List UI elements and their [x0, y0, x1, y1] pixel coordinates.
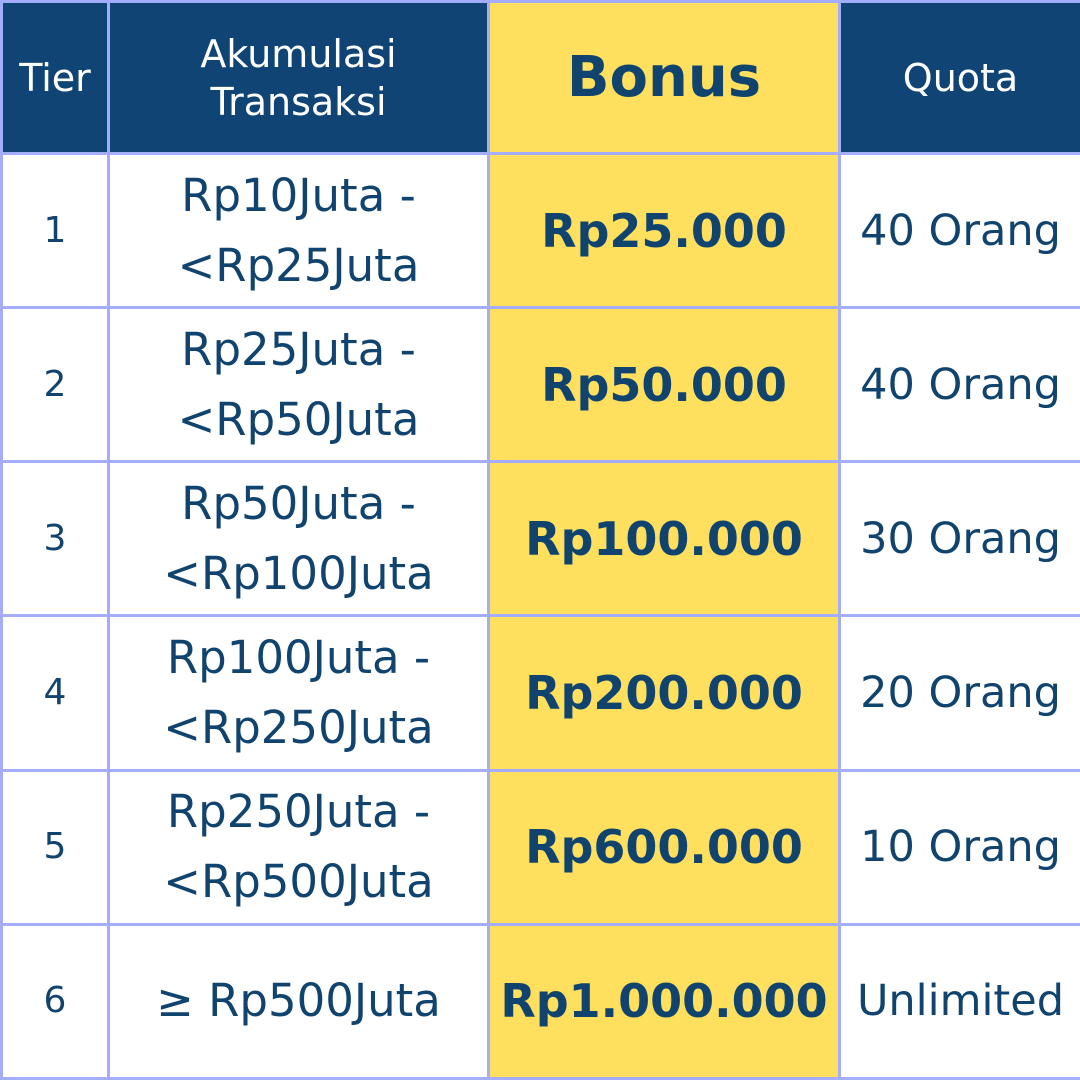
bonus-cell: Rp100.000	[487, 460, 841, 618]
range-cell: Rp25Juta - <Rp50Juta	[107, 306, 490, 464]
header-row: Tier Akumulasi Transaksi Bonus Quota	[0, 0, 1080, 155]
header-akumulasi-line2: Transaksi	[210, 79, 387, 124]
quota-cell: 10 Orang	[838, 768, 1080, 926]
range-cell: ≥ Rp500Juta	[107, 922, 490, 1080]
quota-cell: 40 Orang	[838, 306, 1080, 464]
range-line1: Rp50Juta -	[181, 476, 416, 530]
table-row: 6 ≥ Rp500Juta Rp1.000.000 Unlimited	[0, 922, 1080, 1080]
range-cell: Rp50Juta - <Rp100Juta	[107, 460, 490, 618]
range-cell: Rp10Juta - <Rp25Juta	[107, 151, 490, 310]
header-akumulasi-line1: Akumulasi	[200, 31, 397, 76]
range-line1: Rp250Juta -	[166, 785, 431, 839]
quota-cell: 40 Orang	[838, 151, 1080, 310]
table-row: 2 Rp25Juta - <Rp50Juta Rp50.000 40 Orang	[0, 306, 1080, 464]
range-cell: Rp100Juta - <Rp250Juta	[107, 614, 490, 772]
quota-cell: 20 Orang	[838, 614, 1080, 772]
header-quota: Quota	[838, 0, 1080, 155]
tier-cell: 5	[0, 768, 110, 926]
quota-cell: 30 Orang	[838, 460, 1080, 618]
header-tier: Tier	[0, 0, 110, 155]
tier-cell: 2	[0, 306, 110, 464]
quota-cell: Unlimited	[838, 922, 1080, 1080]
header-akumulasi: Akumulasi Transaksi	[107, 0, 490, 155]
table-row: 3 Rp50Juta - <Rp100Juta Rp100.000 30 Oran…	[0, 460, 1080, 618]
tier-cell: 3	[0, 460, 110, 618]
range-line1: Rp100Juta -	[166, 631, 431, 685]
range-line1: Rp10Juta -	[181, 168, 416, 222]
tier-cell: 4	[0, 614, 110, 772]
bonus-cell: Rp200.000	[487, 614, 841, 772]
range-line1: ≥ Rp500Juta	[156, 974, 441, 1028]
bonus-cell: Rp1.000.000	[487, 922, 841, 1080]
range-line2: <Rp250Juta	[163, 701, 434, 755]
bonus-cell: Rp600.000	[487, 768, 841, 926]
bonus-cell: Rp50.000	[487, 306, 841, 464]
table-row: 1 Rp10Juta - <Rp25Juta Rp25.000 40 Orang	[0, 151, 1080, 310]
tier-cell: 6	[0, 922, 110, 1080]
range-line2: <Rp25Juta	[177, 238, 420, 292]
bonus-cell: Rp25.000	[487, 151, 841, 310]
tier-cell: 1	[0, 151, 110, 310]
range-line1: Rp25Juta -	[181, 322, 416, 376]
header-bonus: Bonus	[487, 0, 841, 155]
table-row: 5 Rp250Juta - <Rp500Juta Rp600.000 10 Ora…	[0, 768, 1080, 926]
range-line2: <Rp50Juta	[177, 392, 420, 446]
table-row: 4 Rp100Juta - <Rp250Juta Rp200.000 20 Ora…	[0, 614, 1080, 772]
range-cell: Rp250Juta - <Rp500Juta	[107, 768, 490, 926]
range-line2: <Rp500Juta	[163, 855, 434, 909]
range-line2: <Rp100Juta	[163, 546, 434, 600]
